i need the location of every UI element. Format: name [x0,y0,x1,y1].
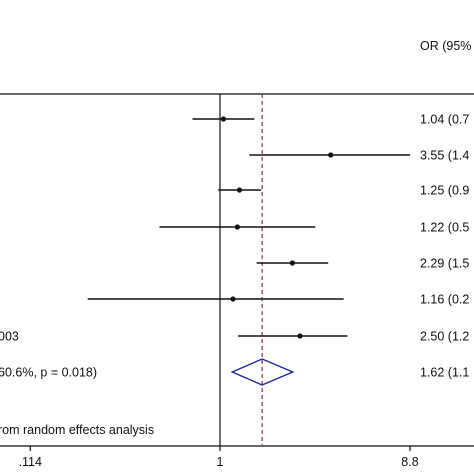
overall-diamond [230,358,295,386]
point-estimate-1 [220,116,227,122]
x-tick-label-1: 1 [217,455,224,469]
overall-label: 60.6%, p = 0.018) [0,366,97,380]
or-text-6: 1.16 (0.2 [420,293,469,307]
point-estimate-7 [297,333,303,339]
point-estimate-6 [230,296,236,302]
x-tick-label-0: .114 [19,455,42,469]
or-text-5: 2.29 (1.5 [420,257,469,271]
or-text-7: 2.50 (1.2 [420,330,469,344]
plot-area: .114 1 8.8 1.04 (0.7 3.55 (1.4 1.25 (0.9 1.22 … [0,94,474,469]
or-text-2: 3.55 (1.4 [420,149,469,163]
study-label-7: 003 [0,330,19,344]
point-estimate-5 [289,260,295,266]
or-text-4: 1.22 (0.5 [420,221,469,235]
footnote: rom random effects analysis [0,423,154,437]
or-text-1: 1.04 (0.7 [420,113,469,127]
or-text-3: 1.25 (0.9 [420,184,469,198]
overall-or-text: 1.62 (1.1 [420,366,469,380]
point-estimate-3 [236,187,243,193]
point-estimate-4 [234,224,240,230]
or-header: OR (95% [420,39,471,53]
x-tick-label-2: 8.8 [401,455,418,469]
point-estimate-2 [328,152,334,158]
